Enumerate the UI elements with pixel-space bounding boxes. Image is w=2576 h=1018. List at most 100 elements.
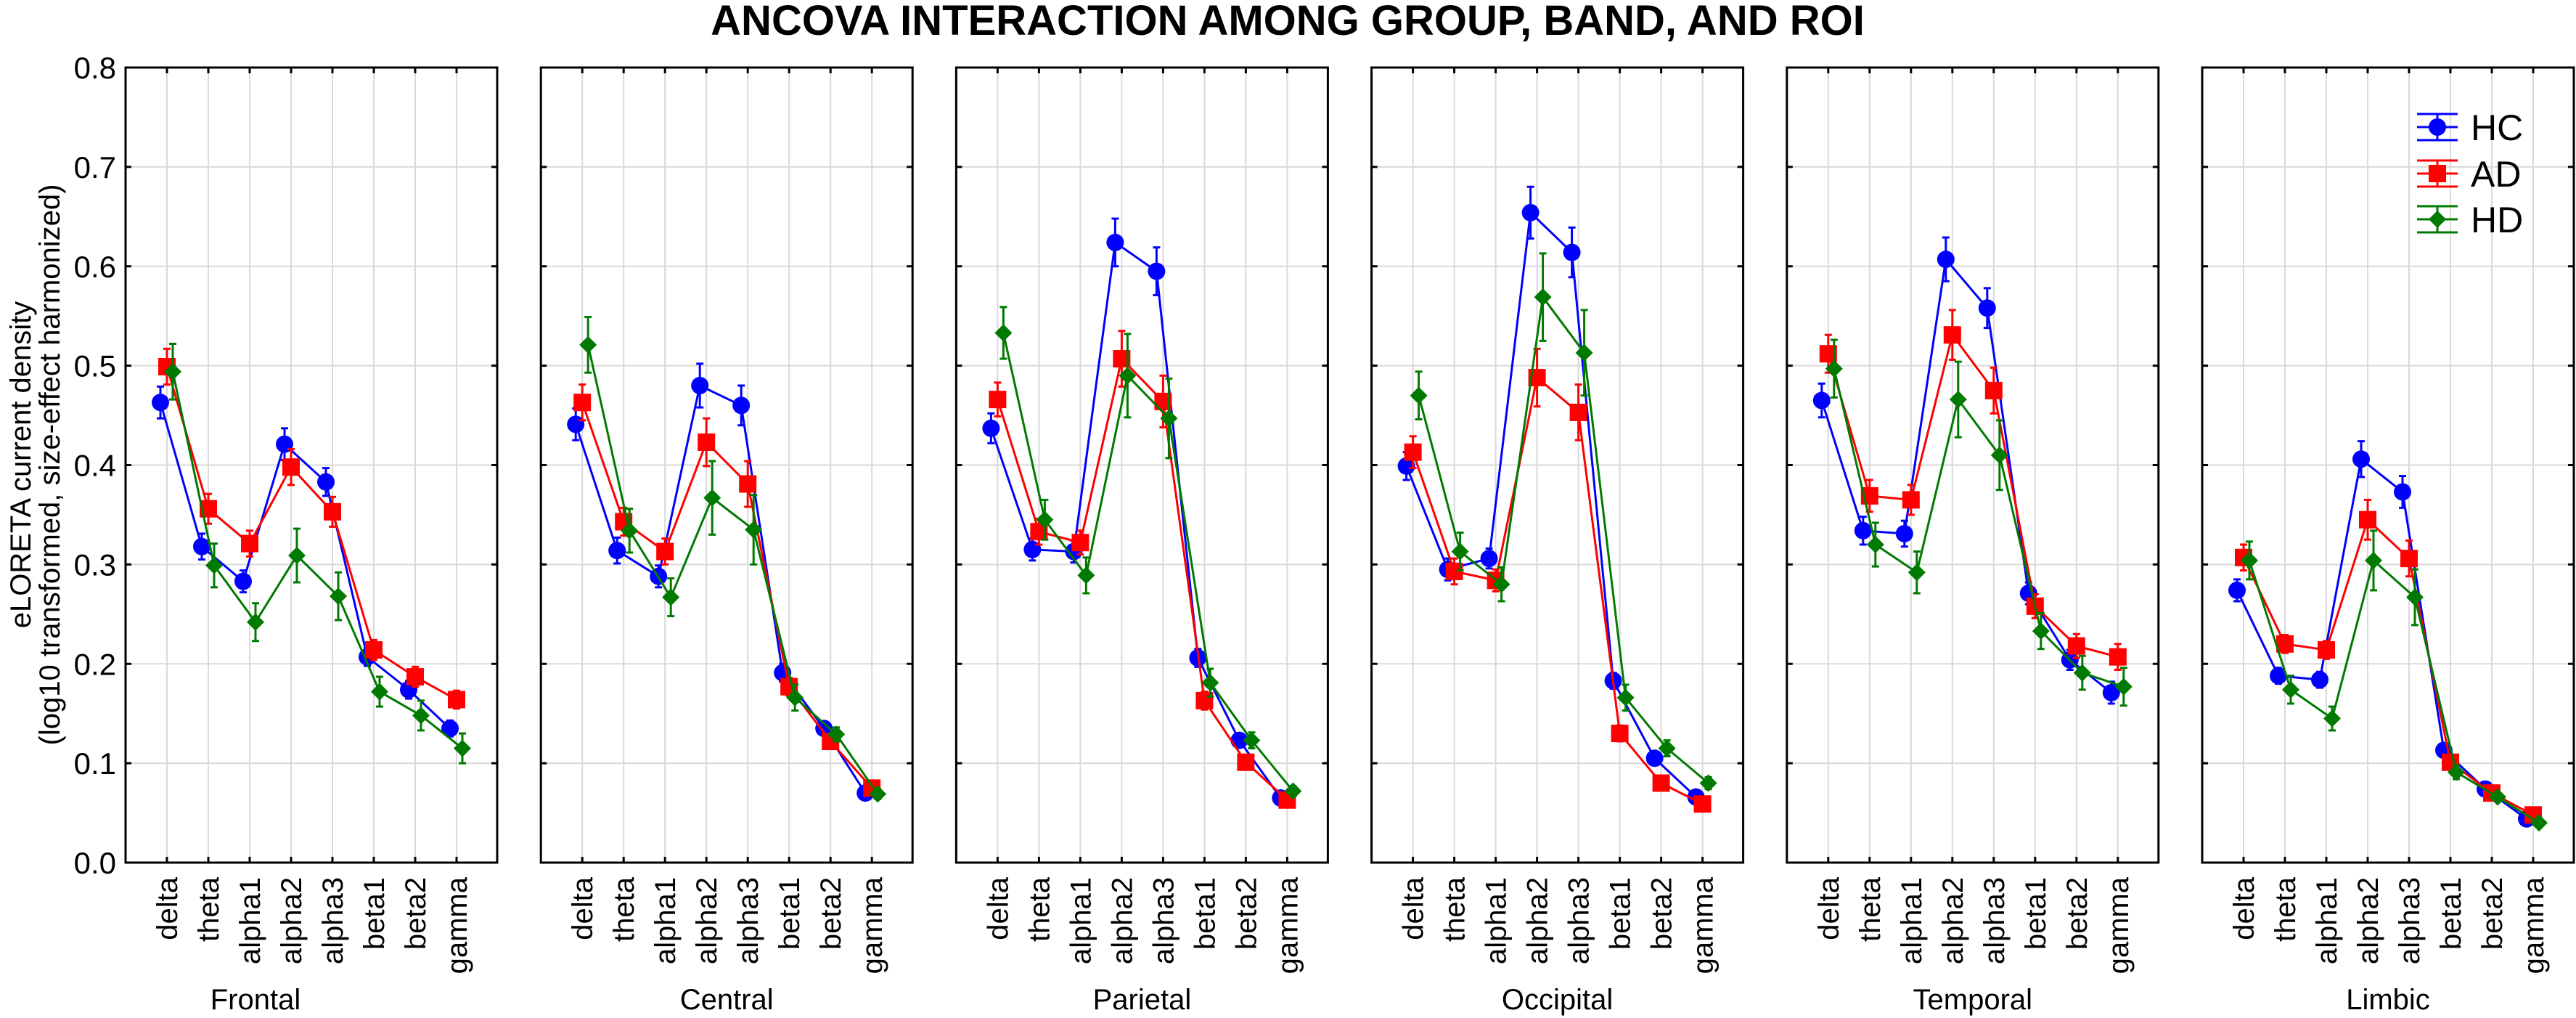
data-point (1521, 203, 1540, 221)
data-point (621, 521, 639, 539)
data-point (745, 521, 763, 539)
x-tick-label: gamma (856, 876, 888, 974)
panel-temporal: delta theta alpha1 alpha2 alpha3 beta1 beta2 ga… (1786, 66, 2160, 1016)
y-tick-label: 0.4 (74, 449, 116, 483)
data-point (2311, 671, 2328, 689)
data-point (1658, 739, 1676, 757)
panel-parietal: delta theta alpha1 alpha2 alpha3 beta1 beta2 ga… (954, 66, 1329, 1016)
data-point (579, 335, 597, 354)
data-point (2489, 788, 2506, 806)
panel-limbic: delta theta alpha1 alpha2 alpha3 beta1 beta2 ga… (2201, 66, 2575, 1016)
data-point (1908, 563, 1926, 582)
x-tick-label: alpha2 (2352, 877, 2384, 964)
data-point (982, 419, 1000, 437)
data-point (193, 537, 210, 555)
series-hc (2228, 440, 2535, 828)
x-tick-label: beta2 (1230, 877, 1262, 950)
data-point (2282, 680, 2299, 699)
legend-marker-square-icon (2417, 159, 2458, 188)
panel-region-label: Central (680, 984, 774, 1016)
x-tick-label: beta2 (2061, 877, 2093, 950)
data-point (2400, 550, 2418, 568)
data-point (1984, 381, 2003, 399)
panel-region-label: Frontal (210, 984, 301, 1016)
data-point (994, 324, 1013, 342)
data-point (247, 613, 264, 631)
series-hd (994, 306, 1302, 800)
series-line (2248, 558, 2540, 824)
x-tick-label: beta1 (774, 877, 806, 950)
x-tick-label: beta1 (359, 877, 391, 950)
data-point (989, 391, 1007, 409)
data-point (1652, 774, 1670, 792)
data-point (1693, 795, 1712, 813)
data-point (1237, 753, 1255, 771)
data-point (454, 739, 471, 757)
panel-region-label: Occipital (1502, 984, 1613, 1016)
x-tick-label: theta (2270, 876, 2302, 942)
series-line (1405, 210, 1697, 798)
chart-title: ANCOVA INTERACTION AMONG GROUP, BAND, AN… (711, 0, 1865, 44)
legend-marker (2429, 118, 2446, 136)
series-hd (579, 316, 887, 803)
data-point (703, 489, 721, 507)
data-point (2359, 510, 2376, 529)
y-tick-label: 0.7 (74, 150, 116, 184)
data-point (1201, 674, 1219, 692)
data-point (1451, 542, 1469, 561)
x-tick-label: delta (1398, 876, 1430, 940)
data-point (2394, 483, 2411, 501)
data-point (869, 785, 887, 803)
data-point (1284, 782, 1302, 800)
data-point (441, 720, 459, 738)
x-tick-label: alpha3 (2394, 877, 2426, 964)
x-tick-label: alpha1 (650, 877, 682, 964)
data-point (1825, 359, 1843, 378)
series-line (159, 402, 451, 730)
x-tick-label: alpha3 (732, 877, 764, 964)
y-axis-label: eLORETA current density (log10 transform… (5, 184, 66, 746)
data-point (2323, 709, 2341, 728)
data-point (786, 688, 804, 707)
x-tick-label: delta (567, 876, 599, 940)
x-tick-label: delta (2228, 876, 2260, 940)
data-point (1949, 391, 1967, 409)
panel-region-label: Limbic (2346, 984, 2430, 1016)
x-tick-label: alpha3 (1563, 877, 1595, 964)
data-point (732, 396, 751, 415)
series-line (1833, 368, 2125, 688)
data-point (1616, 688, 1635, 707)
data-point (1243, 731, 1261, 749)
x-tick-label: alpha2 (691, 877, 723, 964)
y-tick-label: 0.6 (74, 250, 116, 284)
series-hd (1825, 338, 2133, 707)
data-point (1160, 410, 1178, 428)
data-point (241, 534, 258, 553)
data-point (1492, 575, 1510, 593)
data-point (1106, 233, 1124, 251)
y-tick-label: 0.5 (74, 349, 116, 383)
data-point (324, 502, 341, 521)
x-tick-label: alpha3 (317, 877, 349, 964)
data-point (152, 394, 169, 412)
data-point (1397, 457, 1415, 475)
x-tick-label: beta2 (2477, 877, 2508, 950)
data-point (1569, 403, 1587, 421)
data-point (164, 362, 181, 380)
data-point (1119, 367, 1137, 385)
series-line (1002, 333, 1294, 792)
x-tick-label: theta (193, 876, 225, 942)
panel-central: delta theta alpha1 alpha2 alpha3 beta1 beta2 ga… (539, 66, 914, 1016)
data-point (371, 683, 388, 701)
data-point (2530, 814, 2548, 832)
y-axis-ticks: 0.0 0.1 0.2 0.3 0.4 0.5 0.6 0.7 0.8 (74, 51, 116, 880)
data-point (1990, 446, 2008, 464)
series-hc (1397, 185, 1705, 806)
data-point (288, 547, 306, 565)
data-point (234, 572, 252, 590)
x-tick-label: beta1 (1605, 877, 1637, 950)
series-ad (1404, 347, 1712, 813)
series-hc (1812, 236, 2120, 705)
data-point (1563, 243, 1581, 261)
x-tick-label: theta (1023, 876, 1055, 942)
